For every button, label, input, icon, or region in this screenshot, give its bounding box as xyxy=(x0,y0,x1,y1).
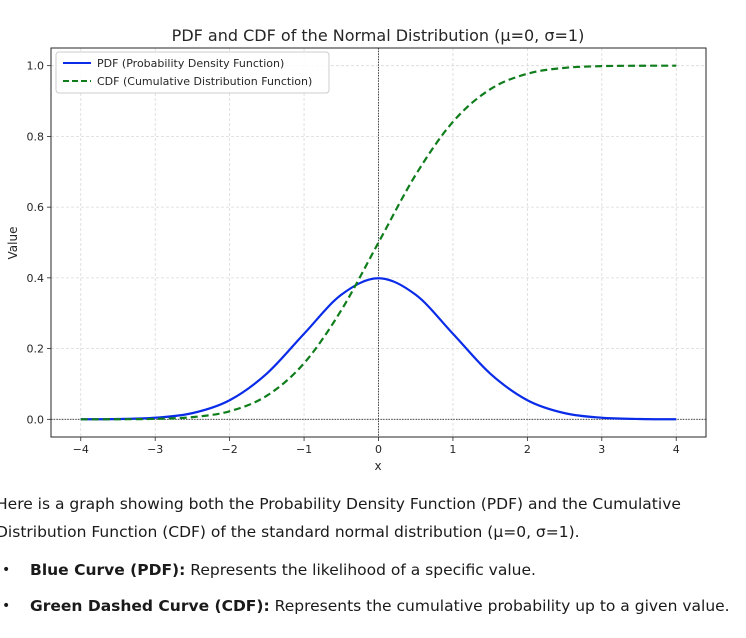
answer-text: Here is a graph showing both the Probabi… xyxy=(0,490,736,624)
bullet-dot: • xyxy=(2,562,11,578)
bullet-term-pdf: Blue Curve (PDF): xyxy=(30,561,186,579)
y-tick-label: 0.6 xyxy=(27,201,45,214)
legend-label-cdf: CDF (Cumulative Distribution Function) xyxy=(97,75,312,88)
legend-box xyxy=(55,51,330,94)
y-tick-label: 0.4 xyxy=(27,272,45,285)
x-axis-label: x xyxy=(374,459,381,473)
bullet-item-cdf: • Green Dashed Curve (CDF): Represents th… xyxy=(0,588,736,624)
bullet-text-pdf: Represents the likelihood of a specific … xyxy=(185,561,536,579)
y-tick-label: 0.2 xyxy=(27,343,45,356)
y-tick-label: 0.0 xyxy=(27,413,45,426)
x-tick-label: −4 xyxy=(73,443,89,456)
series-line-pdf xyxy=(80,277,677,421)
x-tick-label: −1 xyxy=(296,443,312,456)
x-tick-label: 4 xyxy=(673,443,680,456)
answer-bullets: • Blue Curve (PDF): Represents the likeli… xyxy=(0,552,736,624)
series-line-cdf xyxy=(80,64,677,421)
answer-intro: Here is a graph showing both the Probabi… xyxy=(0,495,681,541)
x-tick-label: −2 xyxy=(222,443,238,456)
chart: PDF and CDF of the Normal Distribution (… xyxy=(6,26,707,473)
series-lines xyxy=(80,64,677,421)
x-tick-label: 3 xyxy=(598,443,605,456)
x-tick-label: 0 xyxy=(375,443,382,456)
reference-lines xyxy=(51,48,706,437)
bullet-item-pdf: • Blue Curve (PDF): Represents the likeli… xyxy=(0,552,736,588)
chart-title: PDF and CDF of the Normal Distribution (… xyxy=(172,26,585,45)
legend-label-pdf: PDF (Probability Density Function) xyxy=(97,57,284,70)
y-tick-label: 1.0 xyxy=(27,60,45,73)
bullet-dot: • xyxy=(2,598,11,614)
legend: PDF (Probability Density Function) CDF (… xyxy=(55,51,330,94)
x-tick-label: 2 xyxy=(524,443,531,456)
bullet-text-cdf: Represents the cumulative probability up… xyxy=(269,597,730,615)
axis-ticks: −4 −3 −2 −1 0 1 2 3 4 0.0 0.2 0.4 0.6 0.8 1.0 xyxy=(27,60,680,456)
x-tick-label: −3 xyxy=(147,443,163,456)
x-tick-label: 1 xyxy=(449,443,456,456)
bullet-term-cdf: Green Dashed Curve (CDF): xyxy=(30,597,270,615)
y-axis-label: Value xyxy=(6,227,20,260)
y-tick-label: 0.8 xyxy=(27,130,45,143)
